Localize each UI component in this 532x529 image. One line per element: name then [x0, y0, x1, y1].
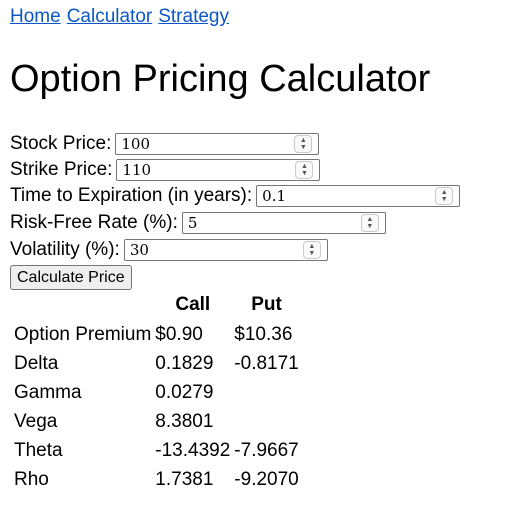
header-put: Put — [251, 294, 282, 315]
volatility-label: Volatility (%): — [10, 239, 120, 260]
strike-price-value: 110 — [122, 161, 152, 179]
table-row: Theta -13.4392 -7.9667 — [12, 436, 301, 465]
row-label: Delta — [14, 352, 59, 374]
row-label: Rho — [14, 468, 49, 490]
put-value: $10.36 — [234, 323, 293, 345]
table-row: Gamma 0.0279 — [12, 378, 301, 407]
results-table: Call Put Option Premium $0.90 $10.36 Del… — [12, 292, 301, 494]
time-to-expiration-input[interactable]: 0.1 ▲ ▼ — [256, 185, 461, 207]
call-value: -13.4392 — [155, 439, 231, 461]
put-value — [232, 407, 300, 436]
row-label: Option Premium — [14, 323, 152, 345]
put-value — [232, 378, 300, 407]
time-to-expiration-value: 0.1 — [262, 187, 287, 205]
risk-free-rate-value: 5 — [187, 214, 198, 232]
put-value: -7.9667 — [234, 439, 299, 461]
spinner-icon[interactable]: ▲ ▼ — [360, 214, 379, 232]
risk-free-rate-input[interactable]: 5 ▲ ▼ — [181, 212, 386, 234]
table-row: Vega 8.3801 — [12, 407, 301, 436]
stock-price-label: Stock Price: — [10, 133, 112, 154]
strike-price-row: Strike Price: 110 ▲ ▼ — [10, 158, 321, 182]
call-value: 1.7381 — [155, 468, 214, 490]
table-row: Rho 1.7381 -9.2070 — [12, 465, 301, 494]
risk-free-rate-row: Risk-Free Rate (%): 5 ▲ ▼ — [10, 211, 386, 235]
row-label: Vega — [14, 410, 58, 432]
results-header-row: Call Put — [12, 292, 301, 320]
call-value: 8.3801 — [155, 410, 214, 432]
volatility-input[interactable]: 30 ▲ ▼ — [123, 239, 328, 261]
spinner-icon[interactable]: ▲ ▼ — [295, 161, 314, 179]
risk-free-rate-label: Risk-Free Rate (%): — [10, 212, 178, 233]
time-to-expiration-label: Time to Expiration (in years): — [10, 185, 253, 206]
row-label: Gamma — [14, 381, 82, 403]
stock-price-row: Stock Price: 100 ▲ ▼ — [10, 132, 320, 156]
strike-price-input[interactable]: 110 ▲ ▼ — [116, 159, 321, 181]
table-row: Delta 0.1829 -0.8171 — [12, 349, 301, 378]
call-value: $0.90 — [155, 323, 203, 345]
strike-price-label: Strike Price: — [10, 159, 113, 180]
stock-price-input[interactable]: 100 ▲ ▼ — [115, 133, 320, 155]
nav-link-home[interactable]: Home — [10, 6, 61, 27]
volatility-row: Volatility (%): 30 ▲ ▼ — [10, 238, 328, 262]
spinner-icon[interactable]: ▲ ▼ — [435, 187, 454, 205]
top-nav: Home Calculator Strategy — [10, 6, 235, 28]
put-value: -9.2070 — [234, 468, 299, 490]
put-value: -0.8171 — [234, 352, 299, 374]
page-title: Option Pricing Calculator — [10, 58, 431, 100]
volatility-value: 30 — [129, 241, 149, 259]
nav-link-strategy[interactable]: Strategy — [158, 6, 229, 27]
spinner-icon[interactable]: ▲ ▼ — [302, 241, 321, 259]
stock-price-value: 100 — [121, 135, 151, 153]
nav-link-calculator[interactable]: Calculator — [66, 6, 153, 27]
time-to-expiration-row: Time to Expiration (in years): 0.1 ▲ ▼ — [10, 184, 461, 208]
calculate-price-button[interactable]: Calculate Price — [10, 265, 132, 290]
header-empty — [12, 292, 153, 320]
header-call: Call — [175, 294, 211, 315]
call-value: 0.0279 — [155, 381, 214, 403]
call-value: 0.1829 — [155, 352, 214, 374]
table-row: Option Premium $0.90 $10.36 — [12, 320, 301, 349]
row-label: Theta — [14, 439, 63, 461]
spinner-icon[interactable]: ▲ ▼ — [294, 135, 313, 153]
